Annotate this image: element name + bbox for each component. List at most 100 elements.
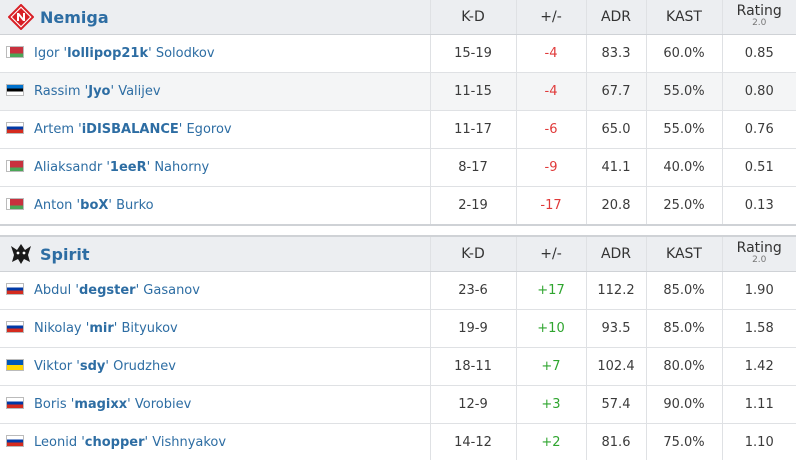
diff: +17	[537, 283, 565, 298]
player-row: Viktor 'sdy' Orudzhev 18-11 +7 102.4 80.0% 1.…	[0, 347, 796, 386]
adr-cell: 20.8	[585, 186, 646, 226]
player-name[interactable]: Abdul 'degster' Gasanov	[34, 283, 200, 298]
kd: 2-19	[458, 198, 488, 213]
last-name: ' Valijev	[110, 84, 161, 99]
team-name[interactable]: Nemiga	[40, 7, 109, 27]
adr: 102.4	[597, 359, 635, 374]
kd: 18-11	[454, 359, 492, 374]
kast-cell: 40.0%	[645, 148, 722, 187]
separator-cell	[0, 224, 796, 237]
kast: 60.0%	[663, 46, 705, 61]
kast-cell: 90.0%	[645, 385, 722, 424]
player-name[interactable]: Nikolay 'mir' Bityukov	[34, 321, 178, 336]
flag	[6, 435, 24, 447]
player-row: Anton 'boX' Burko 2-19 -17 20.8 25.0% 0.13	[0, 186, 796, 226]
diff-cell: -4	[515, 34, 586, 73]
player-row: Boris 'magixx' Vorobiev 12-9 +3 57.4 90.0% 1.…	[0, 385, 796, 424]
player-name[interactable]: Boris 'magixx' Vorobiev	[34, 397, 191, 412]
player-cell: Nikolay 'mir' Bityukov	[0, 309, 430, 348]
player-cell: Leonid 'chopper' Vishnyakov	[0, 423, 430, 460]
first-name: Artem '	[34, 122, 82, 137]
player-row: Artem 'iDISBALANCE' Egorov 11-17 -6 65.0 55.…	[0, 110, 796, 149]
kast: 25.0%	[663, 198, 705, 213]
diff: -4	[544, 84, 558, 99]
kast-cell: 55.0%	[645, 72, 722, 111]
adr: 20.8	[601, 198, 631, 213]
player-cell: Artem 'iDISBALANCE' Egorov	[0, 110, 430, 149]
adr: 57.4	[601, 397, 631, 412]
adr-cell: 67.7	[585, 72, 646, 111]
player-name[interactable]: Viktor 'sdy' Orudzhev	[34, 359, 176, 374]
diff-cell: -4	[515, 72, 586, 111]
rating-cell: 1.58	[721, 309, 796, 348]
adr-cell: 81.6	[585, 423, 646, 460]
player-name[interactable]: Anton 'boX' Burko	[34, 198, 154, 213]
diff: -9	[544, 160, 558, 175]
kd-cell: 18-11	[429, 347, 516, 386]
last-name: ' Bityukov	[113, 321, 178, 336]
team-name[interactable]: Spirit	[40, 244, 90, 264]
kd: 8-17	[458, 160, 488, 175]
kd: 19-9	[458, 321, 488, 336]
kast: 40.0%	[663, 160, 705, 175]
rating-header: Rating 2.0	[737, 4, 782, 29]
kd: 14-12	[454, 435, 492, 450]
kast-cell: 80.0%	[645, 347, 722, 386]
flag	[6, 359, 24, 371]
adr-cell: 65.0	[585, 110, 646, 149]
column-header: KAST	[645, 236, 722, 272]
diff-cell: -17	[515, 186, 586, 226]
header-label: ADR	[600, 246, 632, 262]
rating-header: Rating 2.0	[737, 241, 782, 266]
kd-cell: 23-6	[429, 271, 516, 310]
flag	[6, 122, 24, 134]
diff: +7	[541, 359, 561, 374]
header-label: +/-	[540, 9, 562, 25]
rating-cell: 1.10	[721, 423, 796, 460]
player-cell: Boris 'magixx' Vorobiev	[0, 385, 430, 424]
nickname: boX	[80, 198, 109, 213]
rating-version: 2.0	[752, 255, 767, 265]
kast-cell: 85.0%	[645, 309, 722, 348]
flag	[6, 160, 24, 172]
kd-cell: 19-9	[429, 309, 516, 348]
nickname: 1eeR	[109, 160, 147, 175]
rating-cell: 0.76	[721, 110, 796, 149]
diff-cell: -9	[515, 148, 586, 187]
column-header: +/-	[515, 236, 586, 272]
player-name[interactable]: Artem 'iDISBALANCE' Egorov	[34, 122, 232, 137]
player-row: Abdul 'degster' Gasanov 23-6 +17 112.2 85.0%…	[0, 271, 796, 310]
adr-cell: 83.3	[585, 34, 646, 73]
diff: +2	[541, 435, 561, 450]
kast: 75.0%	[663, 435, 705, 450]
nickname: lollipop21k	[67, 46, 149, 61]
rating: 1.11	[744, 397, 774, 412]
rating: 1.90	[744, 283, 774, 298]
diff-cell: +2	[515, 423, 586, 460]
flag	[6, 283, 24, 295]
nickname: chopper	[84, 435, 145, 450]
column-header: K-D	[429, 236, 516, 272]
rating-cell: 0.13	[721, 186, 796, 226]
last-name: ' Vorobiev	[127, 397, 192, 412]
player-name[interactable]: Aliaksandr '1eeR' Nahorny	[34, 160, 209, 175]
first-name: Nikolay '	[34, 321, 90, 336]
diff: -6	[544, 122, 558, 137]
flag	[6, 321, 24, 333]
player-name[interactable]: Igor 'lollipop21k' Solodkov	[34, 46, 215, 61]
kd: 11-15	[454, 84, 492, 99]
flag	[6, 397, 24, 409]
last-name: ' Vishnyakov	[144, 435, 227, 450]
rating-cell: 0.85	[721, 34, 796, 73]
player-cell: Abdul 'degster' Gasanov	[0, 271, 430, 310]
kd-cell: 12-9	[429, 385, 516, 424]
rating-cell: 1.42	[721, 347, 796, 386]
team-logo	[7, 3, 35, 31]
player-name[interactable]: Rassim 'Jyo' Valijev	[34, 84, 161, 99]
column-header: +/-	[515, 0, 586, 35]
flag	[6, 198, 24, 210]
player-name[interactable]: Leonid 'chopper' Vishnyakov	[34, 435, 226, 450]
player-cell: Aliaksandr '1eeR' Nahorny	[0, 148, 430, 187]
nickname: Jyo	[88, 84, 111, 99]
